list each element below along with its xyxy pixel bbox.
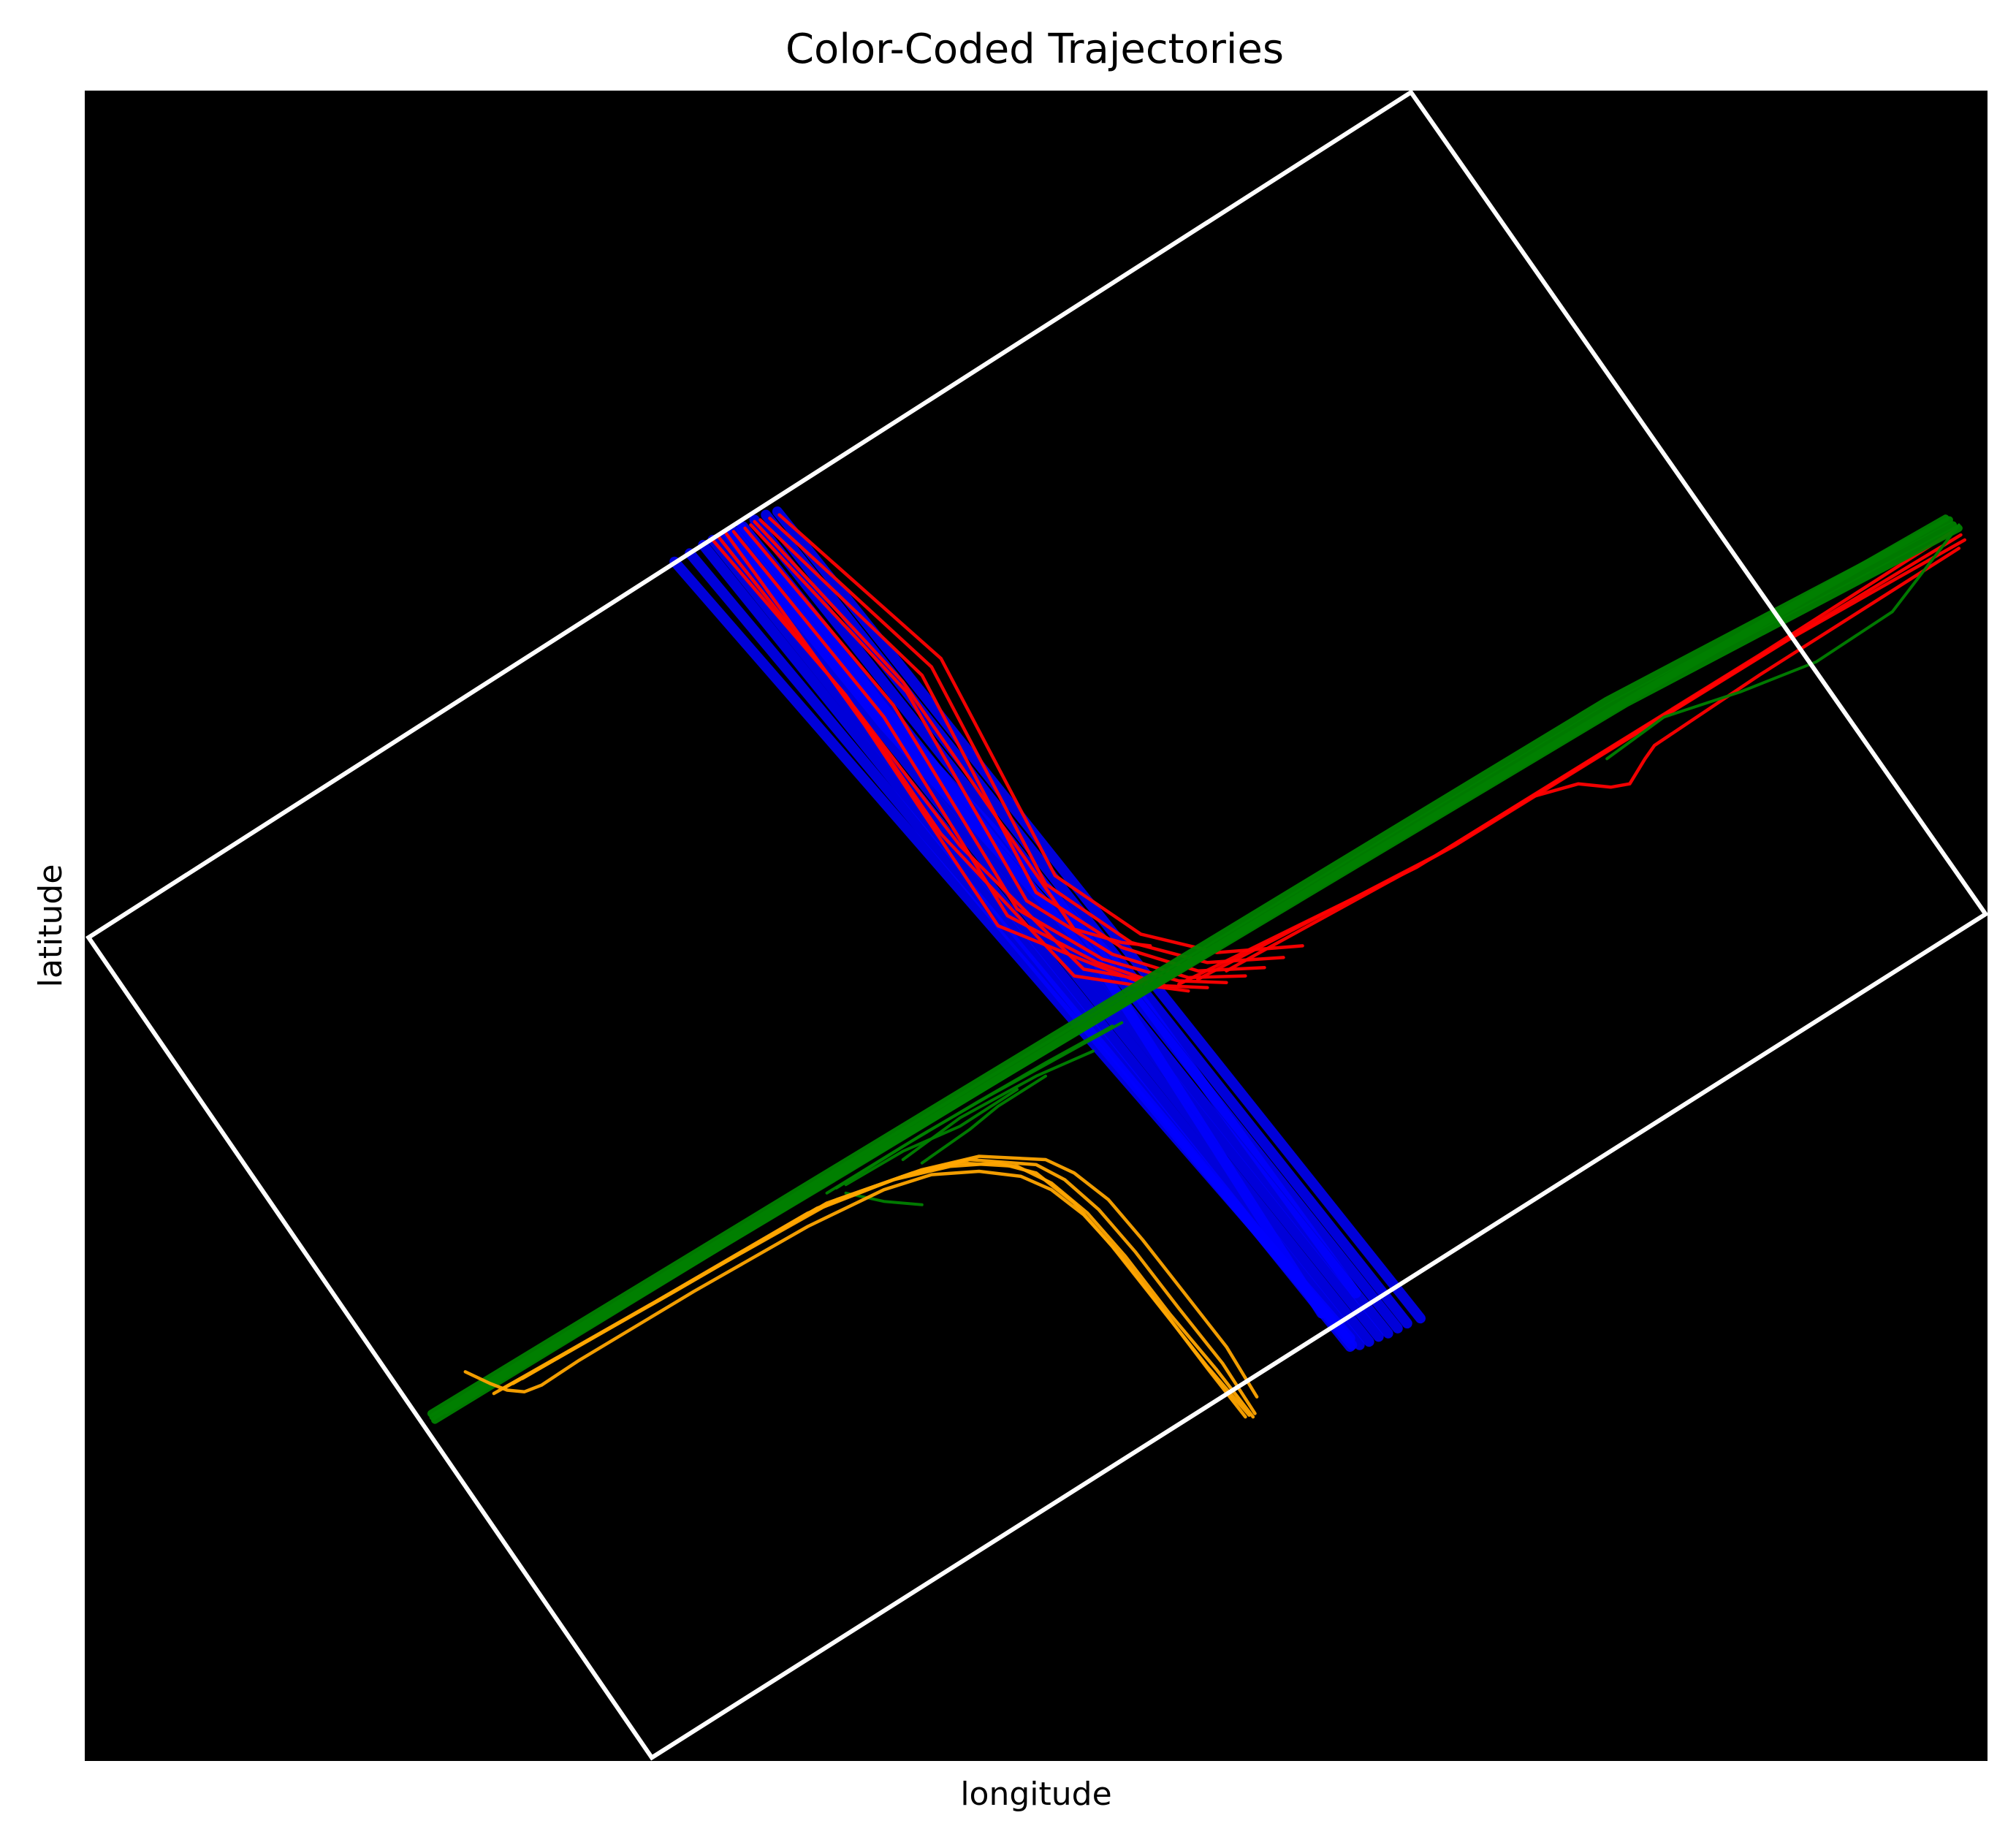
trajectory-line: [749, 523, 1247, 980]
y-axis-label: latitude: [32, 864, 69, 988]
trajectory-line: [772, 506, 1426, 1324]
chart-title: Color-Coded Trajectories: [786, 26, 1284, 73]
trajectory-series-2: [427, 514, 1963, 1424]
trajectory-line: [1605, 523, 1960, 761]
trajectory-line: [698, 539, 1355, 1353]
trajectory-line: [844, 1088, 1019, 1187]
x-axis-label: longitude: [960, 1776, 1111, 1813]
trajectory-line: [768, 516, 1285, 965]
trajectory-line: [442, 514, 1950, 1414]
trajectory-line: [1529, 547, 1961, 799]
trajectory-layer: [427, 506, 1967, 1424]
trajectory-line: [777, 513, 1304, 954]
trajectory-line: [718, 530, 1374, 1347]
trajectory-line: [753, 520, 1152, 948]
trajectory-line: [844, 1191, 924, 1206]
trajectory-line: [1225, 538, 1967, 973]
trajectory-line: [723, 528, 1327, 1319]
trajectory-series-1: [711, 513, 1967, 993]
trajectory-line: [716, 535, 1162, 984]
trajectory-series-3: [463, 1154, 1259, 1419]
trajectory-line: [920, 1074, 1047, 1165]
trajectory-line: [520, 1154, 1259, 1399]
trajectory-line: [736, 522, 1361, 1298]
trajectory-line: [834, 1021, 1124, 1190]
road-boundary: [85, 89, 1989, 1761]
